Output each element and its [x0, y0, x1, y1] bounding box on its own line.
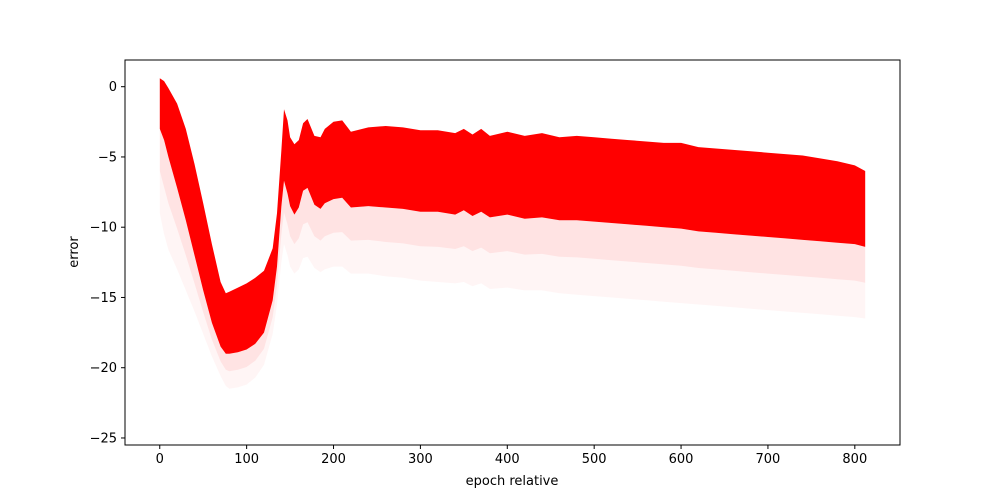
- x-axis-label: epoch relative: [466, 474, 559, 489]
- error-band-series: [159, 78, 866, 354]
- x-tick-label: 0: [156, 452, 164, 467]
- y-tick-label: 0: [109, 80, 117, 95]
- y-axis-label: error: [67, 236, 82, 268]
- x-tick-label: 600: [669, 452, 694, 467]
- x-tick-label: 500: [582, 452, 607, 467]
- x-tick-label: 800: [842, 452, 867, 467]
- y-tick-label: −10: [90, 221, 117, 236]
- y-tick-label: −5: [98, 150, 117, 165]
- axes-frame: [124, 59, 901, 446]
- x-tick-label: 700: [756, 452, 781, 467]
- x-tick-label: 400: [495, 452, 520, 467]
- y-tick-label: −15: [90, 291, 117, 306]
- y-tick-label: −20: [90, 361, 117, 376]
- x-tick-label: 200: [321, 452, 346, 467]
- x-axis-ticks: 0 100 200 300 400 500 600 700 800: [156, 445, 867, 467]
- y-axis-ticks: 0 −5 −10 −15 −20 −25: [90, 80, 125, 446]
- plot-area: [159, 78, 866, 389]
- x-tick-label: 300: [408, 452, 433, 467]
- x-tick-label: 100: [234, 452, 259, 467]
- faint-error-tail: [159, 128, 866, 389]
- y-tick-label: −25: [90, 431, 117, 446]
- fading-error-band: [159, 128, 866, 372]
